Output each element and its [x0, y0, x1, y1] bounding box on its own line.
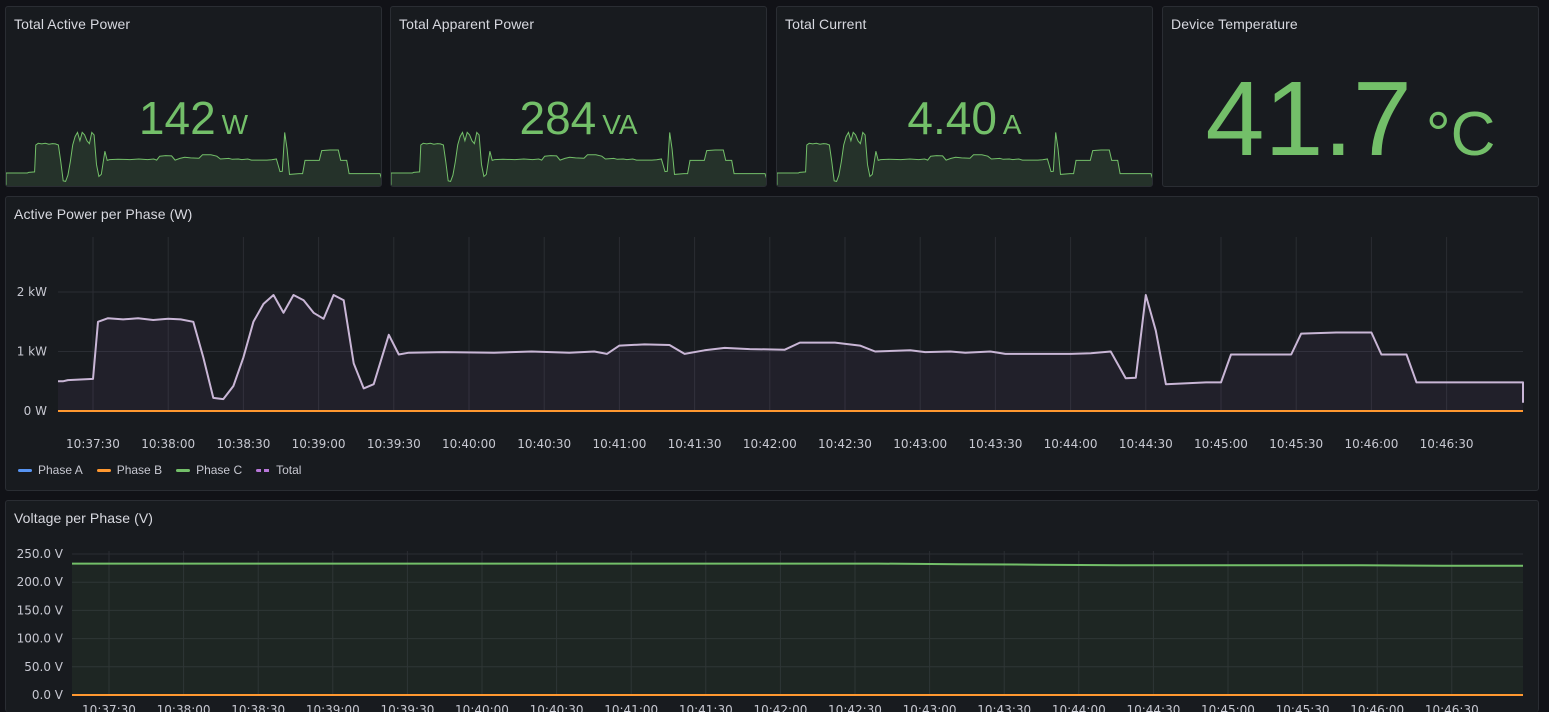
- stat-unit: A: [1002, 109, 1022, 140]
- stat-number: 142: [138, 92, 216, 144]
- x-tick-label: 10:43:30: [968, 437, 1022, 451]
- legend-item-phase-b[interactable]: Phase B: [96, 463, 163, 477]
- active-power-chart[interactable]: 10:37:30 10:38:00 10:38:30 10:39:00 10:39:30…: [6, 197, 1539, 491]
- y-tick-label: 1 kW: [17, 345, 47, 359]
- total-area: [58, 295, 1523, 411]
- x-tick-label: 10:44:00: [1044, 437, 1098, 451]
- panel-title: Total Active Power: [14, 16, 131, 32]
- x-tick-label: 10:46:00: [1344, 437, 1398, 451]
- stat-panel-active-power[interactable]: Total Active Power 142 W: [5, 6, 382, 187]
- sparkline-apparent-power: [391, 131, 766, 186]
- x-tick-label: 10:38:30: [231, 703, 285, 712]
- stat-number: 4.40: [907, 92, 997, 144]
- stat-value: 284 VA: [391, 91, 766, 145]
- legend-item-phase-a[interactable]: Phase A: [18, 463, 83, 477]
- stat-value: 41.7 °C: [1163, 59, 1538, 180]
- stat-unit: VA: [602, 109, 638, 140]
- x-tick-label: 10:39:00: [292, 437, 346, 451]
- x-tick-label: 10:45:30: [1276, 703, 1330, 712]
- x-tick-label: 10:46:30: [1420, 437, 1474, 451]
- legend-item-total[interactable]: Total: [256, 463, 301, 477]
- x-tick-label: 10:40:30: [517, 437, 571, 451]
- x-tick-label: 10:45:00: [1194, 437, 1248, 451]
- y-tick-label: 0 W: [24, 404, 47, 418]
- x-tick-label: 10:44:30: [1119, 437, 1173, 451]
- x-tick-label: 10:43:30: [977, 703, 1031, 712]
- x-tick-label: 10:40:00: [455, 703, 509, 712]
- x-tick-label: 10:42:30: [828, 703, 882, 712]
- y-tick-label: 0.0 V: [32, 688, 64, 702]
- x-tick-label: 10:38:00: [141, 437, 195, 451]
- legend-swatch: [176, 468, 191, 472]
- y-tick-label: 200.0 V: [17, 575, 64, 589]
- y-tick-label: 250.0 V: [17, 547, 64, 561]
- x-tick-label: 10:41:00: [604, 703, 658, 712]
- x-tick-label: 10:41:30: [668, 437, 722, 451]
- y-tick-label: 100.0 V: [17, 632, 64, 646]
- x-tick-label: 10:44:00: [1052, 703, 1106, 712]
- x-tick-label: 10:45:30: [1269, 437, 1323, 451]
- x-tick-label: 10:41:30: [679, 703, 733, 712]
- y-tick-label: 50.0 V: [24, 660, 64, 674]
- x-tick-label: 10:42:00: [753, 703, 807, 712]
- x-tick-label: 10:46:00: [1350, 703, 1404, 712]
- panel-title: Device Temperature: [1171, 16, 1298, 32]
- legend-swatch: [256, 468, 271, 472]
- x-tick-label: 10:46:30: [1425, 703, 1479, 712]
- voltage-chart[interactable]: 10:37:30 10:38:00 10:38:30 10:39:00 10:39:30…: [6, 501, 1539, 712]
- legend-swatch: [96, 468, 111, 472]
- series-line-phase-c[interactable]: [72, 562, 1523, 567]
- stat-unit: °C: [1425, 100, 1496, 169]
- chart-legend: Phase A Phase B Phase C Total: [18, 463, 301, 477]
- x-tick-label: 10:45:00: [1201, 703, 1255, 712]
- x-tick-label: 10:39:00: [306, 703, 360, 712]
- active-power-panel[interactable]: Active Power per Phase (W) 10:37:30 10:38…: [5, 196, 1539, 491]
- stat-panel-total-current[interactable]: Total Current 4.40 A: [776, 6, 1153, 187]
- x-tick-label: 10:38:30: [216, 437, 270, 451]
- x-tick-label: 10:42:00: [743, 437, 797, 451]
- stat-panel-device-temperature[interactable]: Device Temperature 41.7 °C: [1162, 6, 1539, 187]
- legend-label: Phase C: [196, 463, 243, 477]
- x-tick-label: 10:39:30: [380, 703, 434, 712]
- legend-label: Phase B: [116, 463, 163, 477]
- voltage-panel[interactable]: Voltage per Phase (V) 10:37:30 10:38:00 10…: [5, 500, 1539, 712]
- panel-title: Active Power per Phase (W): [14, 206, 193, 222]
- stat-value: 4.40 A: [777, 91, 1152, 145]
- panel-title: Total Apparent Power: [399, 16, 535, 32]
- x-tick-label: 10:42:30: [818, 437, 872, 451]
- legend-label: Phase A: [38, 463, 83, 477]
- x-tick-label: 10:38:00: [157, 703, 211, 712]
- x-tick-label: 10:40:00: [442, 437, 496, 451]
- panel-title: Total Current: [785, 16, 867, 32]
- x-tick-label: 10:37:30: [82, 703, 136, 712]
- x-tick-label: 10:43:00: [903, 703, 957, 712]
- phase-c-area: [72, 563, 1523, 695]
- stat-value: 142 W: [6, 91, 381, 145]
- y-tick-label: 150.0 V: [17, 603, 64, 617]
- x-tick-label: 10:39:30: [367, 437, 421, 451]
- stat-number: 284: [519, 92, 597, 144]
- stat-panel-apparent-power[interactable]: Total Apparent Power 284 VA: [390, 6, 767, 187]
- stat-number: 41.7: [1205, 60, 1412, 178]
- x-tick-label: 10:43:00: [893, 437, 947, 451]
- legend-swatch: [18, 468, 32, 472]
- panel-title: Voltage per Phase (V): [14, 510, 154, 526]
- y-tick-label: 2 kW: [17, 285, 47, 299]
- x-tick-label: 10:44:30: [1126, 703, 1180, 712]
- legend-label: Total: [276, 463, 302, 477]
- stat-unit: W: [221, 109, 249, 140]
- series-line-total[interactable]: [58, 294, 1524, 403]
- sparkline-active-power: [6, 131, 381, 186]
- legend-item-phase-c[interactable]: Phase C: [176, 463, 242, 477]
- x-tick-label: 10:41:00: [592, 437, 646, 451]
- x-tick-label: 10:37:30: [66, 437, 120, 451]
- x-tick-label: 10:40:30: [530, 703, 584, 712]
- sparkline-total-current: [777, 131, 1152, 186]
